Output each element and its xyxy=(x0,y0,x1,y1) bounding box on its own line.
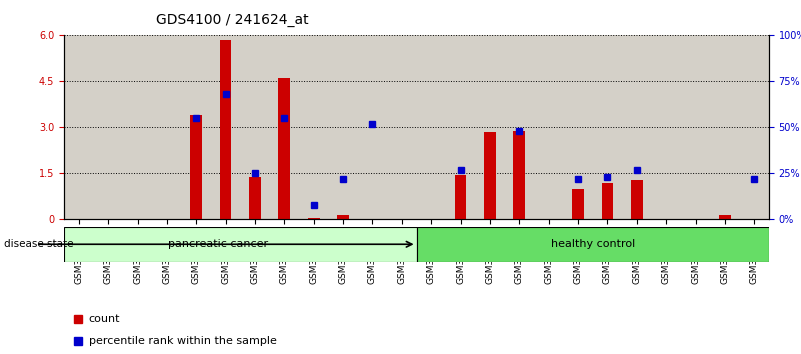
Text: GDS4100 / 241624_at: GDS4100 / 241624_at xyxy=(155,12,308,27)
Bar xyxy=(191,115,202,219)
Bar xyxy=(337,215,349,219)
Bar xyxy=(602,183,614,219)
FancyBboxPatch shape xyxy=(417,227,769,262)
Bar xyxy=(455,175,466,219)
FancyBboxPatch shape xyxy=(64,227,417,262)
Text: pancreatic cancer: pancreatic cancer xyxy=(168,239,268,249)
Bar xyxy=(484,132,496,219)
Text: percentile rank within the sample: percentile rank within the sample xyxy=(89,336,276,346)
Text: count: count xyxy=(89,314,120,325)
Bar xyxy=(719,215,731,219)
Text: disease state: disease state xyxy=(4,239,74,249)
Bar xyxy=(572,189,584,219)
Bar xyxy=(279,78,290,219)
Text: healthy control: healthy control xyxy=(550,239,635,249)
Bar xyxy=(631,179,642,219)
Bar xyxy=(308,218,320,219)
Bar xyxy=(219,40,231,219)
Bar xyxy=(249,177,261,219)
Bar xyxy=(513,131,525,219)
